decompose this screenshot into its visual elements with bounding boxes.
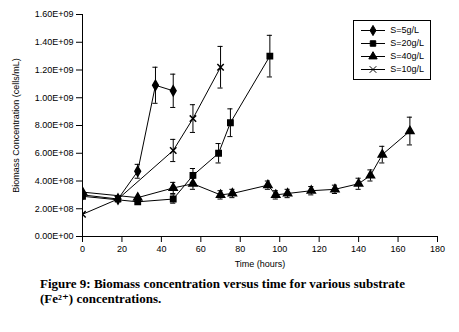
svg-text:80: 80 xyxy=(235,244,245,254)
svg-text:120: 120 xyxy=(312,244,327,254)
html-text:S=10g/L: S=10g/L xyxy=(390,64,424,74)
svg-text:6.00E+08: 6.00E+08 xyxy=(35,148,74,158)
svg-text:1.60E+09: 1.60E+09 xyxy=(35,9,74,19)
svg-text:1.20E+09: 1.20E+09 xyxy=(35,65,74,75)
svg-text:4.00E+08: 4.00E+08 xyxy=(35,176,74,186)
svg-text:180: 180 xyxy=(430,244,445,254)
svg-text:0.00E+00: 0.00E+00 xyxy=(35,231,74,241)
svg-text:8.00E+08: 8.00E+08 xyxy=(35,120,74,130)
svg-text:Time (hours): Time (hours) xyxy=(235,259,286,269)
svg-text:160: 160 xyxy=(391,244,406,254)
svg-text:2.00E+08: 2.00E+08 xyxy=(35,204,74,214)
svg-text:Biomass Concentration (cells/m: Biomass Concentration (cells/mL) xyxy=(11,58,21,193)
svg-text:100: 100 xyxy=(272,244,287,254)
svg-text:1.00E+09: 1.00E+09 xyxy=(35,93,74,103)
svg-text:20: 20 xyxy=(117,244,127,254)
html-text:Figure 9: Biomass concentratio: Figure 9: Biomass concentration versus t… xyxy=(40,276,405,306)
svg-text:60: 60 xyxy=(196,244,206,254)
svg-text:140: 140 xyxy=(351,244,366,254)
html-text:S=5g/L: S=5g/L xyxy=(390,25,419,35)
svg-text:0: 0 xyxy=(80,244,85,254)
html-text:S=20g/L: S=20g/L xyxy=(390,38,424,48)
svg-text:1.40E+09: 1.40E+09 xyxy=(35,37,74,47)
svg-text:40: 40 xyxy=(156,244,166,254)
html-text:S=40g/L: S=40g/L xyxy=(390,51,424,61)
